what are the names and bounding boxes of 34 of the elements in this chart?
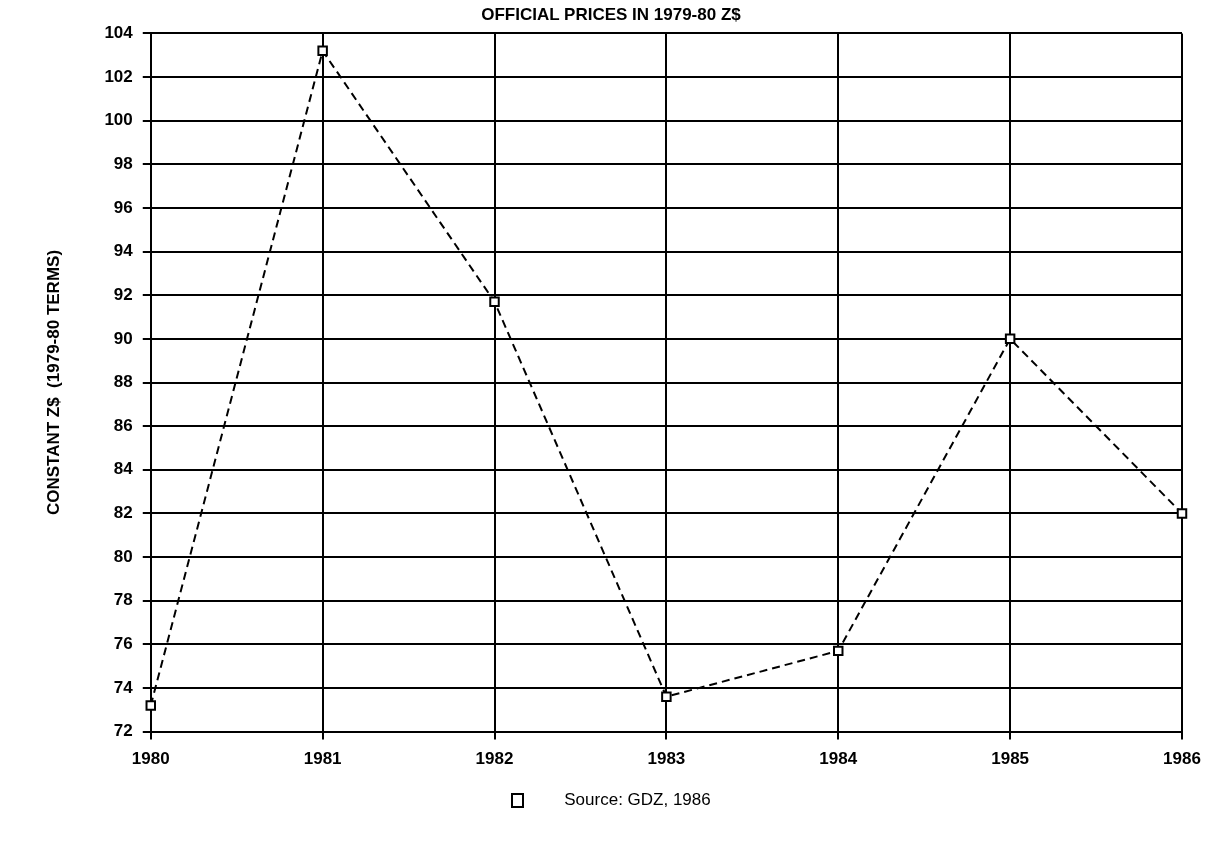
y-tick-label: 82 xyxy=(113,503,133,523)
y-tick-label: 102 xyxy=(104,66,133,86)
y-tick-label: 84 xyxy=(113,459,134,479)
source-note: Source: GDZ, 1986 xyxy=(564,790,711,809)
x-tick-label: 1980 xyxy=(131,749,170,769)
y-tick-label: 104 xyxy=(104,23,134,43)
y-tick-label: 90 xyxy=(113,328,133,348)
y-tick-label: 74 xyxy=(113,677,134,697)
x-tick-label: 1985 xyxy=(991,749,1030,769)
point xyxy=(145,700,157,711)
y-axis-title: CONSTANT Z$ (1979-80 TERMS) xyxy=(43,249,63,516)
x-tick-label: 1986 xyxy=(1163,749,1201,769)
y-tick-label: 100 xyxy=(104,110,133,130)
x-tick-label: 1984 xyxy=(819,749,858,769)
y-tick-label: 98 xyxy=(113,154,133,173)
y-tick-label: 72 xyxy=(113,721,133,741)
y-tick-label: 92 xyxy=(113,284,133,304)
y-tick-label: 80 xyxy=(113,546,133,566)
y-tick-label: 88 xyxy=(113,372,133,392)
y-tick-label: 78 xyxy=(113,590,133,610)
point xyxy=(1004,333,1016,345)
point xyxy=(1176,508,1188,519)
y-tick-label: 76 xyxy=(113,634,133,654)
x-tick-label: 1983 xyxy=(647,749,686,769)
y-tick-label: 86 xyxy=(113,415,133,435)
y-tick-label: 94 xyxy=(113,241,134,261)
chart-title: OFFICIAL PRICES IN 1979-80 Z$ xyxy=(481,4,742,24)
point xyxy=(661,691,672,702)
x-tick-label: 1982 xyxy=(475,749,514,769)
y-tick-label: 96 xyxy=(113,197,133,217)
point xyxy=(317,45,328,57)
point xyxy=(489,296,500,308)
point xyxy=(833,645,844,657)
x-tick-label: 1981 xyxy=(303,749,342,769)
